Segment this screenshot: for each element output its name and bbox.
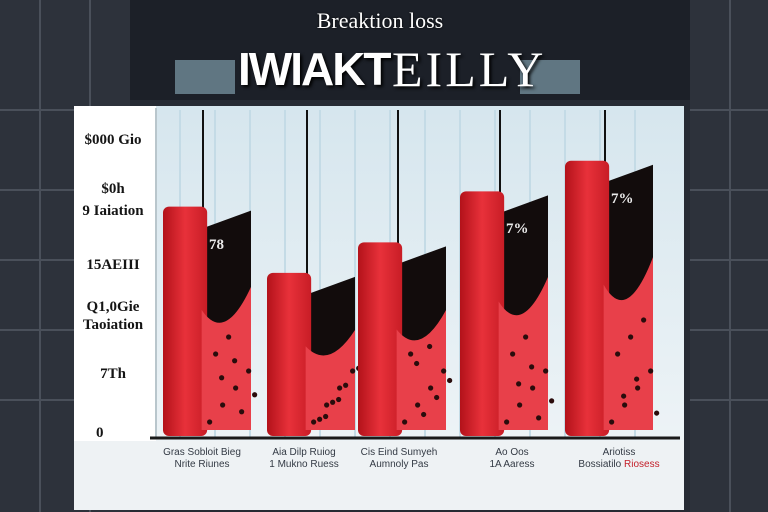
y-tick-label: Q1,0Gie	[86, 299, 140, 315]
x-label-line-2: Bossiatilo Riosess	[565, 459, 673, 471]
bar	[267, 272, 312, 436]
bar-dot	[641, 317, 647, 323]
bar-dot	[530, 385, 536, 391]
bar-dot	[213, 351, 219, 357]
bar-flare	[498, 276, 548, 430]
bar-dot	[323, 413, 329, 420]
bar-dot	[232, 358, 238, 364]
bar	[565, 160, 610, 436]
x-tick-label: Cis Eind Sumyeh Aumnoly Pas	[345, 447, 453, 471]
bar-dot	[219, 375, 225, 381]
bar-dot	[317, 416, 323, 422]
bar-dot	[311, 419, 317, 425]
bar-dot	[220, 402, 226, 408]
bar-dot	[324, 402, 330, 408]
y-tick-label: Taoiation	[82, 317, 144, 333]
bar-dot	[239, 409, 245, 415]
x-tick-label: Ariotiss Bossiatilo Riosess	[565, 447, 673, 471]
bar-dot	[343, 382, 349, 388]
x-label-line-1: Aia Dilp Ruiog	[272, 447, 336, 458]
bar-dot	[621, 393, 627, 399]
bar-dot	[402, 419, 408, 425]
bar-dot	[415, 402, 421, 408]
bar-dot	[447, 377, 453, 384]
x-label-line-2: Aumnoly Pas	[369, 459, 429, 470]
bar-dot	[246, 368, 252, 374]
bar-dot	[543, 368, 549, 374]
bar-dot	[523, 334, 529, 340]
bar	[460, 191, 505, 436]
bar-dot	[517, 402, 523, 408]
bar-flare	[201, 286, 251, 430]
bar-dot	[330, 399, 336, 405]
bar-dot	[252, 392, 258, 398]
x-label-line-2: 1A Aaress	[489, 459, 535, 470]
y-tick-label: 9 Iaiation	[82, 203, 144, 219]
bar-dot	[337, 385, 343, 391]
x-tick-label: Aia Dilp Ruiog 1 Mukno Ruess	[250, 447, 358, 471]
bar-dot	[421, 411, 427, 418]
bar-flare	[305, 329, 355, 430]
bar-dot	[628, 334, 634, 340]
y-tick-label: $0h	[101, 181, 125, 197]
chart-title-left: IWIAKT	[238, 43, 392, 95]
y-tick-label: $000 Gio	[84, 132, 142, 148]
x-label-accent: Riosess	[624, 459, 660, 470]
bar-dot	[654, 410, 660, 416]
bar-dot	[207, 419, 213, 425]
bar-dot	[414, 360, 420, 367]
x-tick-label: Gras Sobloit Bieg Nrite Riunes	[148, 447, 256, 471]
bar-dot	[529, 364, 535, 370]
x-label-line-2: 1 Mukno Ruess	[269, 459, 339, 470]
x-label-line-2: Nrite Riunes	[174, 459, 230, 470]
bar-dot	[622, 402, 628, 408]
bar-dot	[510, 351, 516, 357]
bar-dot	[615, 351, 621, 357]
bar-dot	[226, 334, 232, 340]
bar-dot	[336, 396, 342, 403]
bar-dot	[504, 419, 510, 425]
bar-dot	[427, 343, 433, 350]
y-tick-label: 7Th	[100, 366, 126, 382]
bar-dot	[516, 381, 522, 387]
bar-dot	[536, 415, 542, 421]
bar-dot	[233, 385, 239, 391]
bar-flare	[603, 257, 653, 430]
x-label-line-1: Ao Oos	[495, 447, 529, 458]
y-tick-label: 15AEIII	[86, 257, 140, 273]
bar	[163, 206, 208, 436]
bar-dot	[634, 376, 640, 382]
bar-dot	[635, 385, 641, 391]
chart-title-right: EILLY	[392, 41, 547, 97]
bar-dot	[609, 419, 615, 425]
x-label-line-1: Cis Eind Sumyeh	[360, 447, 438, 458]
bar-dot	[549, 398, 555, 404]
bar-dot	[428, 385, 434, 391]
x-label-line-2-text: Bossiatilo	[578, 459, 622, 470]
chart-subtitle: Breaktion loss	[316, 8, 444, 33]
bar-dot	[434, 394, 440, 401]
bar-data-label: 7%	[611, 190, 634, 207]
bar-dot	[441, 368, 447, 374]
bar-data-label: 7%	[506, 221, 529, 238]
y-tick-label: 0	[96, 425, 104, 441]
bar-flare	[396, 310, 446, 430]
x-tick-label: Ao Oos 1A Aaress	[458, 447, 566, 471]
bar-dot	[350, 368, 356, 374]
bar-data-label: 78	[209, 236, 224, 253]
x-label-line-1: Ariotiss	[602, 447, 636, 458]
bar-dot	[408, 351, 414, 357]
bar-dot	[648, 368, 654, 374]
bar	[358, 242, 403, 436]
x-label-line-1: Gras Sobloit Bieg	[163, 447, 241, 458]
